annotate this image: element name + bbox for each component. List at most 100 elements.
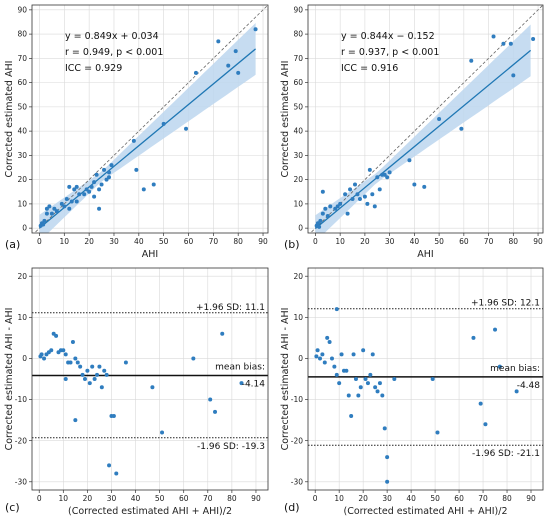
x-tick-label: 10 bbox=[334, 494, 344, 503]
data-point bbox=[226, 63, 231, 68]
data-point bbox=[407, 158, 412, 163]
x-tick-label: 20 bbox=[83, 494, 93, 503]
y-axis-label: Corrected estimated AHI - AHI bbox=[280, 308, 291, 451]
data-point bbox=[141, 187, 146, 192]
data-point bbox=[392, 377, 397, 381]
data-point bbox=[325, 214, 330, 219]
y-axis-label: Corrected estimated AHI - AHI bbox=[4, 308, 15, 451]
data-point bbox=[233, 49, 238, 54]
plot-frame bbox=[307, 4, 544, 234]
data-point bbox=[191, 356, 196, 361]
data-point bbox=[372, 204, 377, 209]
data-point bbox=[44, 206, 49, 211]
data-point bbox=[315, 221, 320, 226]
y-tick-label: 90 bbox=[17, 5, 27, 14]
data-point bbox=[382, 172, 387, 177]
data-point bbox=[380, 393, 385, 398]
data-point bbox=[365, 381, 370, 386]
data-point bbox=[377, 187, 382, 192]
data-point bbox=[61, 348, 66, 353]
data-point bbox=[351, 352, 356, 357]
x-tick-label: 40 bbox=[134, 237, 144, 246]
fit-annotation: ICC = 0.929 bbox=[65, 63, 122, 74]
data-point bbox=[493, 327, 498, 332]
mean-bias-title: mean bias: bbox=[215, 362, 265, 372]
x-tick-label: 10 bbox=[60, 237, 70, 246]
x-tick-label: 30 bbox=[107, 494, 117, 503]
data-point bbox=[346, 393, 351, 398]
data-point bbox=[317, 356, 322, 361]
data-point bbox=[184, 126, 189, 131]
x-tick-label: 70 bbox=[478, 494, 488, 503]
x-tick-label: 30 bbox=[109, 237, 119, 246]
x-tick-label: 70 bbox=[203, 494, 213, 503]
plot-frame bbox=[31, 267, 269, 491]
data-point bbox=[349, 414, 354, 418]
data-point bbox=[236, 70, 241, 75]
x-tick-label: 70 bbox=[484, 237, 494, 246]
y-tick-label: -30 bbox=[291, 477, 303, 486]
y-tick-label: 0 bbox=[298, 354, 303, 363]
fit-annotation: y = 0.849x + 0.034 bbox=[65, 31, 159, 42]
y-tick-label: 0 bbox=[298, 224, 303, 233]
data-point bbox=[208, 397, 213, 402]
data-point bbox=[99, 182, 104, 187]
confidence-band bbox=[315, 24, 531, 233]
regression-line bbox=[315, 49, 532, 230]
data-point bbox=[253, 27, 258, 32]
upper-loa-label: +1.96 SD: 11.1 bbox=[196, 303, 265, 313]
x-tick-label: 80 bbox=[502, 494, 512, 503]
y-tick-label: 70 bbox=[17, 54, 27, 63]
data-point bbox=[84, 187, 89, 192]
data-point bbox=[97, 364, 102, 369]
plot-area bbox=[309, 5, 543, 233]
data-point bbox=[315, 348, 320, 353]
data-point bbox=[430, 377, 435, 381]
data-point bbox=[74, 199, 79, 204]
data-point bbox=[356, 393, 361, 398]
x-tick-label: 60 bbox=[184, 237, 194, 246]
x-tick-label: 80 bbox=[509, 237, 519, 246]
x-tick-label: 20 bbox=[360, 237, 370, 246]
lower-loa-label: -1.96 SD: -21.1 bbox=[472, 449, 540, 459]
data-point bbox=[375, 389, 380, 394]
data-point bbox=[75, 360, 80, 365]
data-point bbox=[213, 409, 218, 414]
y-tick-label: 80 bbox=[293, 30, 303, 39]
data-point bbox=[102, 368, 107, 373]
x-tick-label: 30 bbox=[385, 237, 395, 246]
plot-area bbox=[33, 5, 268, 233]
x-tick-label: 60 bbox=[454, 494, 464, 503]
data-point bbox=[367, 167, 372, 172]
data-point bbox=[350, 197, 355, 202]
data-point bbox=[483, 422, 488, 427]
y-tick-label: 70 bbox=[293, 54, 303, 63]
data-point bbox=[478, 401, 483, 406]
x-axis-label: (Corrected estimated AHI + AHI)/2 bbox=[68, 506, 232, 517]
y-axis-label: Corrected estimated AHI bbox=[4, 61, 15, 178]
y-tick-label: 40 bbox=[17, 127, 27, 136]
data-point bbox=[68, 360, 73, 365]
x-axis-label: AHI bbox=[142, 249, 158, 260]
data-point bbox=[134, 167, 139, 172]
data-point bbox=[87, 381, 92, 386]
x-tick-label: 40 bbox=[406, 494, 416, 503]
panel-label: (a) bbox=[5, 238, 20, 251]
mean-bias-title: mean bias: bbox=[490, 364, 540, 374]
data-point bbox=[107, 463, 112, 468]
y-tick-label: -10 bbox=[291, 395, 303, 404]
data-point bbox=[375, 175, 380, 180]
data-point bbox=[385, 175, 390, 180]
data-point bbox=[97, 187, 102, 192]
data-point bbox=[335, 204, 340, 209]
data-point bbox=[459, 126, 464, 131]
data-point bbox=[325, 335, 330, 340]
y-tick-label: 0 bbox=[22, 354, 27, 363]
data-point bbox=[497, 364, 502, 369]
data-point bbox=[362, 194, 367, 199]
data-point bbox=[317, 224, 322, 229]
data-point bbox=[320, 189, 325, 194]
data-point bbox=[511, 73, 516, 78]
data-point bbox=[216, 39, 221, 44]
x-tick-label: 0 bbox=[37, 494, 42, 503]
